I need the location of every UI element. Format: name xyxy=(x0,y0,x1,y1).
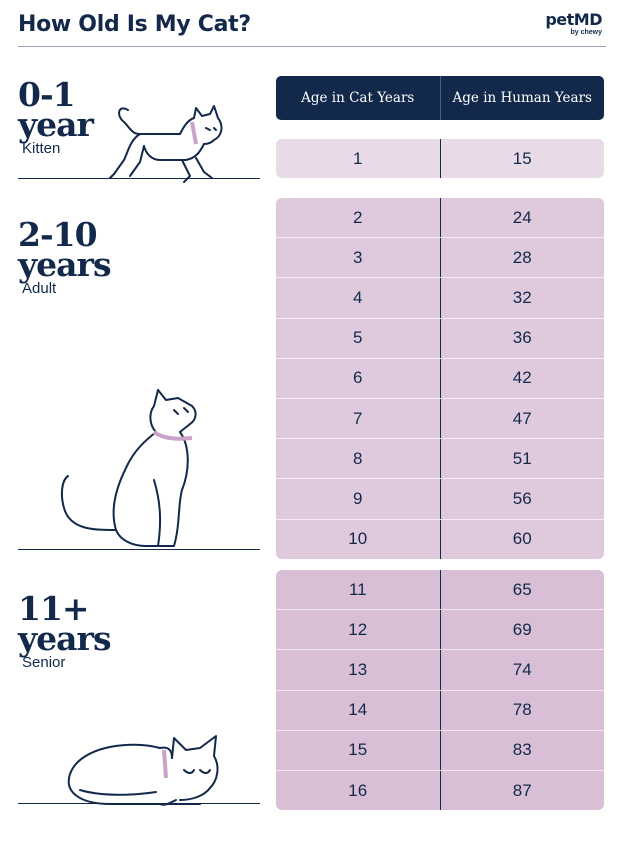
life-stage: Kitten xyxy=(22,140,61,157)
sleeping-cat-icon xyxy=(67,735,219,806)
human-age-cell: 83 xyxy=(439,730,605,770)
ground-line-adult xyxy=(18,549,260,550)
human-age-cell: 28 xyxy=(439,238,605,278)
human-age-cell: 74 xyxy=(439,650,605,690)
human-age-cell: 36 xyxy=(439,318,605,358)
table-row: 7 47 xyxy=(276,397,605,439)
cat-age-cell: 1 xyxy=(353,148,363,168)
table-row: 12 69 xyxy=(276,609,605,650)
group-label-adult: 2-10 years Adult xyxy=(18,215,112,298)
brand-logo: petMD by chewy xyxy=(545,12,602,37)
table-row: 9 56 xyxy=(276,478,605,519)
age-range: 2-10 xyxy=(18,215,98,254)
life-stage: Senior xyxy=(22,654,66,671)
header-divider xyxy=(18,46,606,47)
column-header-cat-years: Age in Cat Years xyxy=(301,90,415,106)
page-title: How Old Is My Cat? xyxy=(18,12,251,37)
table-row: 11 65 xyxy=(276,570,605,610)
human-age-cell: 15 xyxy=(439,139,605,178)
column-header-human-years: Age in Human Years xyxy=(439,76,605,120)
cat-age-cell: 12 xyxy=(348,619,368,639)
human-age-cell: 69 xyxy=(439,610,605,650)
table-row: 5 36 xyxy=(276,317,605,358)
life-stage: Adult xyxy=(22,280,57,297)
human-age-cell: 51 xyxy=(439,439,605,479)
cat-age-cell: 5 xyxy=(353,328,363,348)
human-age-cell: 24 xyxy=(439,198,605,238)
table-row: 15 83 xyxy=(276,729,605,770)
group-label-kitten: 0-1 year Kitten xyxy=(18,75,94,158)
human-age-cell: 47 xyxy=(439,398,605,439)
cat-age-cell: 14 xyxy=(348,700,368,720)
table-row: 16 87 xyxy=(276,769,605,811)
cat-age-cell: 11 xyxy=(348,579,367,599)
human-age-cell: 78 xyxy=(439,690,605,730)
cat-age-cell: 4 xyxy=(353,287,363,307)
age-range: 11+ xyxy=(18,589,90,628)
cat-age-cell: 15 xyxy=(348,740,368,760)
human-age-cell: 32 xyxy=(439,278,605,318)
table-row: 3 28 xyxy=(276,237,605,278)
table-row: 2 24 xyxy=(276,198,605,238)
cat-age-cell: 3 xyxy=(353,247,363,267)
brand-subtitle: by chewy xyxy=(570,29,602,36)
table-block-adult: 2 24 3 28 4 32 5 36 6 42 7 47 8 51 9 56 … xyxy=(276,198,604,559)
ground-line-kitten xyxy=(18,178,260,179)
age-unit: years xyxy=(18,619,112,658)
cat-age-cell: 2 xyxy=(353,207,363,227)
table-row: 14 78 xyxy=(276,689,605,730)
brand-name: petMD xyxy=(545,10,602,29)
cat-age-cell: 8 xyxy=(353,448,363,468)
age-unit: year xyxy=(18,105,94,144)
cat-age-cell: 6 xyxy=(353,368,363,388)
human-age-cell: 56 xyxy=(439,479,605,519)
human-age-cell: 42 xyxy=(439,358,605,398)
human-age-cell: 60 xyxy=(439,519,605,559)
cat-age-cell: 13 xyxy=(348,659,368,679)
table-row: 4 32 xyxy=(276,277,605,318)
table-row: 10 60 xyxy=(276,518,605,559)
cat-age-cell: 9 xyxy=(353,488,363,508)
cat-age-cell: 7 xyxy=(353,408,363,428)
table-row: 8 51 xyxy=(276,438,605,479)
age-unit: years xyxy=(18,245,112,284)
table-header: Age in Cat Years Age in Human Years xyxy=(276,76,604,120)
table-block-kitten: 1 15 xyxy=(276,139,604,178)
group-label-senior: 11+ years Senior xyxy=(18,589,112,672)
human-age-cell: 87 xyxy=(439,770,605,811)
walking-kitten-icon xyxy=(109,105,223,183)
table-row: 13 74 xyxy=(276,649,605,690)
cat-age-cell: 10 xyxy=(348,529,368,549)
table-row: 1 15 xyxy=(276,139,604,178)
cat-age-cell: 16 xyxy=(348,780,368,800)
sitting-cat-icon xyxy=(60,389,197,547)
ground-line-senior xyxy=(18,803,260,804)
table-row: 6 42 xyxy=(276,357,605,398)
human-age-cell: 65 xyxy=(439,570,605,610)
age-range: 0-1 xyxy=(18,75,76,114)
table-block-senior: 11 65 12 69 13 74 14 78 15 83 16 87 xyxy=(276,570,605,811)
